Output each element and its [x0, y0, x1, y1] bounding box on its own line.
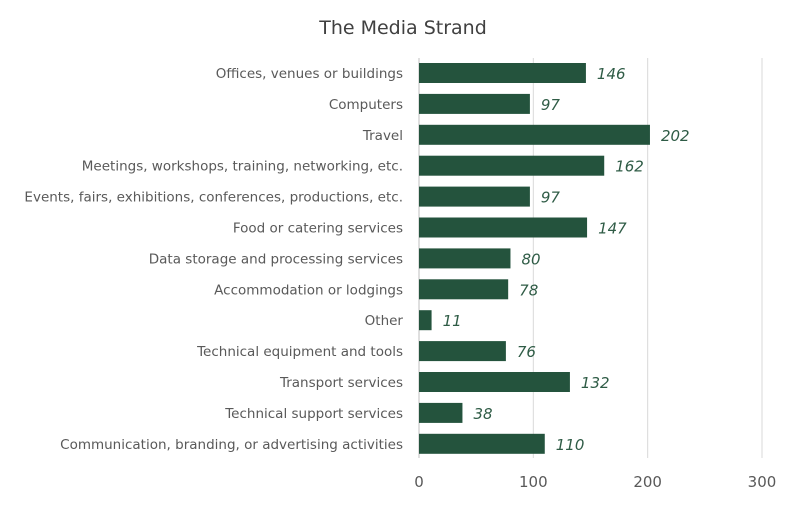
- bar-3: [419, 155, 605, 176]
- category-label-10: Transport services: [279, 375, 403, 391]
- bar-0: [419, 63, 586, 83]
- data-label-6: 80: [521, 250, 540, 268]
- bar-2: [419, 124, 650, 145]
- data-label-5: 147: [598, 220, 627, 238]
- category-label-6: Data storage and processing services: [149, 251, 403, 267]
- category-label-7: Accommodation or lodgings: [214, 282, 403, 298]
- x-tick-label-0: 0: [414, 473, 424, 491]
- category-label-4: Events, fairs, exhibitions, conferences,…: [24, 190, 403, 206]
- data-label-9: 76: [517, 343, 536, 361]
- category-label-3: Meetings, workshops, training, networkin…: [82, 159, 403, 175]
- data-label-2: 202: [661, 127, 690, 145]
- category-label-2: Travel: [362, 128, 403, 144]
- data-label-8: 11: [443, 312, 462, 330]
- data-label-10: 132: [581, 374, 610, 392]
- category-label-8: Other: [365, 313, 404, 329]
- data-label-3: 162: [615, 158, 644, 176]
- chart-title: The Media Strand: [318, 17, 487, 39]
- bar-12: [419, 433, 545, 454]
- data-label-0: 146: [597, 65, 626, 83]
- x-tick-label-200: 200: [633, 473, 662, 491]
- category-label-9: Technical equipment and tools: [196, 344, 403, 360]
- x-tick-label-300: 300: [748, 473, 777, 491]
- bar-7: [419, 279, 509, 300]
- category-labels: Offices, venues or buildings Computers Tra…: [24, 66, 403, 453]
- bar-11: [419, 402, 463, 423]
- x-axis-tick-labels: 0 100 200 300: [414, 473, 776, 491]
- data-label-4: 97: [541, 189, 561, 207]
- category-label-0: Offices, venues or buildings: [216, 66, 403, 82]
- bar-5: [419, 217, 588, 238]
- category-label-12: Communication, branding, or advertising …: [60, 437, 403, 453]
- x-tick-label-100: 100: [519, 473, 548, 491]
- data-label-7: 78: [519, 281, 538, 299]
- bar-1: [419, 93, 530, 114]
- data-label-1: 97: [541, 96, 561, 114]
- bars: [419, 63, 650, 454]
- bar-4: [419, 186, 530, 207]
- data-label-12: 110: [556, 436, 585, 454]
- data-labels: 146 97 202 162 97 147 80 78 11 76 132 38 110: [443, 65, 690, 454]
- bar-10: [419, 372, 570, 392]
- category-label-1: Computers: [329, 97, 403, 113]
- category-label-5: Food or catering services: [233, 221, 403, 237]
- category-label-11: Technical support services: [224, 406, 403, 422]
- bar-9: [419, 341, 506, 362]
- data-label-11: 38: [473, 405, 492, 423]
- bar-6: [419, 248, 511, 269]
- bar-8: [419, 310, 432, 331]
